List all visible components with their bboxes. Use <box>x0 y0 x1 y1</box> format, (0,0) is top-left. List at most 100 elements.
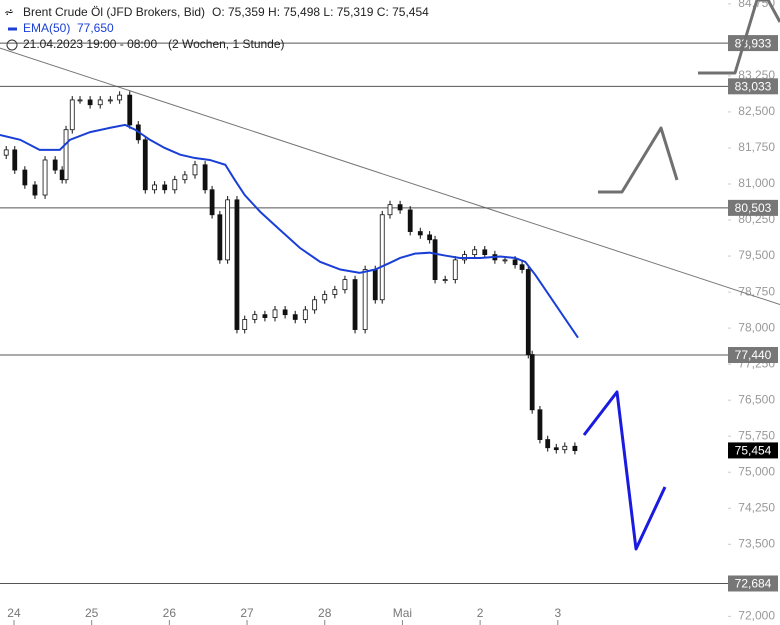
candle-body <box>537 409 543 440</box>
price-label: 75,454 <box>735 444 772 458</box>
level-label: 83,033 <box>735 79 772 93</box>
candle-body <box>332 289 338 295</box>
y-tick-label: 81,750 <box>738 140 775 154</box>
level-box <box>728 575 778 592</box>
x-tick-label: 3 <box>554 606 561 620</box>
candle-body <box>442 279 448 281</box>
candles <box>3 91 578 455</box>
candle-body <box>292 314 298 320</box>
candle-body <box>362 269 368 330</box>
x-tick-label: Mai <box>393 606 412 620</box>
candle-body <box>32 184 38 196</box>
level-label: 83,933 <box>735 36 772 50</box>
header: ⩫ Brent Crude Öl (JFD Brokers, Bid) O: 7… <box>4 5 429 51</box>
level-label: 80,503 <box>735 201 772 215</box>
candle-body <box>553 447 559 451</box>
x-tick-label: 26 <box>163 606 177 620</box>
hand-drawing <box>598 126 679 194</box>
candle-body <box>427 234 433 241</box>
x-tick-label: 25 <box>85 606 99 620</box>
period-text: 21.04.2023 19:00 - 08:00 <box>23 37 157 51</box>
candle-body <box>97 99 103 106</box>
candle-body <box>312 299 318 311</box>
y-tick-label: 75,750 <box>738 428 775 442</box>
candle-body <box>397 204 403 211</box>
level-label: 72,684 <box>735 577 772 591</box>
y-tick-label: 81,000 <box>738 176 775 190</box>
level-box <box>728 78 778 95</box>
candle-body <box>512 259 518 266</box>
candle-body <box>322 294 328 301</box>
x-tick-label: 2 <box>477 606 484 620</box>
candle-body <box>562 445 568 451</box>
level-box <box>728 199 778 216</box>
ema-line <box>0 123 579 339</box>
y-tick-label: 78,000 <box>738 320 775 334</box>
hand-drawing <box>698 0 780 75</box>
candle-body <box>77 99 83 102</box>
hand-drawing <box>582 390 667 551</box>
candle-body <box>452 259 458 280</box>
candle-body <box>63 129 69 181</box>
candle-body <box>12 149 18 171</box>
y-tick-label: 78,750 <box>738 284 775 298</box>
candle-body <box>387 204 393 216</box>
y-tick-label: 79,500 <box>738 248 775 262</box>
candle-body <box>142 139 148 191</box>
level-box <box>728 347 778 364</box>
chart-icon: ⩫ <box>4 5 14 19</box>
chart-title: Brent Crude Öl (JFD Brokers, Bid) <box>23 5 205 19</box>
candle-body <box>172 179 178 191</box>
y-tick-label: 73,500 <box>738 536 775 550</box>
candle-body <box>529 354 535 411</box>
ohlc-text: O: 75,359 H: 75,498 L: 75,319 C: 75,454 <box>212 5 429 19</box>
candle-body <box>242 319 248 330</box>
level-box <box>728 35 778 52</box>
candle-body <box>69 99 75 131</box>
candle-body <box>472 249 478 256</box>
candle-body <box>217 214 223 261</box>
annotations <box>582 0 780 551</box>
y-tick-label: 82,500 <box>738 104 775 118</box>
candle-body <box>182 174 188 181</box>
candle-body <box>52 159 58 171</box>
candle-body <box>162 184 168 191</box>
candle-body <box>432 239 438 280</box>
y-tick-label: 76,500 <box>738 392 775 406</box>
candle-body <box>209 189 215 216</box>
candle-body <box>87 99 93 106</box>
candle-body <box>59 169 65 181</box>
candle-body <box>379 214 385 301</box>
candle-body <box>407 209 413 232</box>
candle-body <box>545 439 551 449</box>
candle-body <box>372 269 378 301</box>
x-tick-label: 28 <box>318 606 332 620</box>
y-tick-label: 75,000 <box>738 464 775 478</box>
interval-text: (2 Wochen, 1 Stunde) <box>168 37 285 51</box>
candle-body <box>482 249 488 256</box>
trend-line <box>0 47 780 306</box>
candle-body <box>202 164 208 191</box>
candle-body <box>525 269 531 355</box>
clock-icon <box>6 39 18 51</box>
candle-body <box>192 164 198 176</box>
candle-body <box>252 314 258 320</box>
candle-body <box>302 309 308 320</box>
candle-body <box>519 264 525 270</box>
candle-body <box>127 94 133 126</box>
candle-body <box>262 314 268 318</box>
candle-body <box>117 94 123 101</box>
candle-body <box>107 99 113 102</box>
level-label: 77,440 <box>735 348 772 362</box>
candle-body <box>282 309 288 316</box>
candle-body <box>417 231 423 236</box>
legend-value: 77,650 <box>77 21 114 35</box>
y-tick-label: 72,000 <box>738 609 775 623</box>
candle-body <box>3 149 9 156</box>
candle-body <box>572 445 578 452</box>
candle-body <box>152 184 158 191</box>
x-tick-label: 24 <box>7 606 21 620</box>
